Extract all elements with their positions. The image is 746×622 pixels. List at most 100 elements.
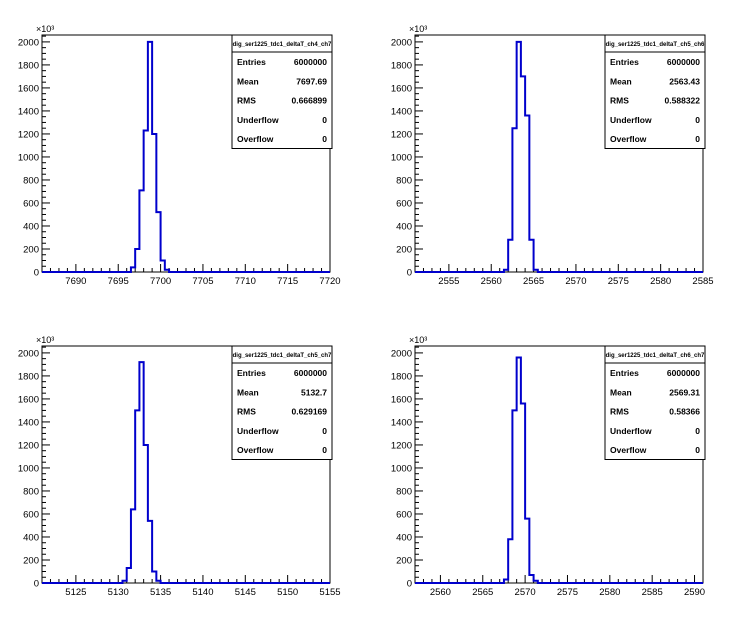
- stats-value: 0: [322, 134, 327, 144]
- y-tick-label: 2000: [391, 348, 412, 359]
- y-tick-label: 0: [34, 268, 39, 279]
- histogram-bin: [131, 509, 135, 583]
- histogram-bin: [148, 42, 152, 272]
- y-tick-label: 1400: [391, 417, 412, 428]
- x-tick-label: 7700: [150, 276, 171, 287]
- histogram-line: [42, 361, 330, 584]
- y-tick-label: 1400: [18, 106, 39, 117]
- stats-key: Entries: [237, 368, 266, 378]
- y-tick-label: 0: [407, 579, 412, 590]
- stats-key: RMS: [237, 96, 256, 106]
- stats-box: dig_ser1225_tdc1_deltaT_ch5_ch6 Entries 60…: [604, 34, 706, 149]
- x-tick-label: 5125: [65, 587, 86, 598]
- stats-box: dig_ser1225_tdc1_deltaT_ch5_ch7 Entries 60…: [231, 345, 333, 460]
- x-tick-label: 7705: [192, 276, 213, 287]
- histogram-bin: [521, 76, 525, 272]
- histogram-bin: [156, 581, 160, 583]
- y-tick-label: 1400: [391, 106, 412, 117]
- histogram-bin: [135, 410, 139, 583]
- stats-value: 0: [322, 426, 327, 436]
- stats-key: RMS: [610, 96, 629, 106]
- y-tick-label: 1600: [18, 83, 39, 94]
- stats-key: Overflow: [237, 445, 274, 455]
- stats-value: 6000000: [294, 368, 327, 378]
- stats-value: 0.588322: [665, 96, 701, 106]
- histogram-bin: [152, 571, 156, 583]
- x-tick-label: 2580: [650, 276, 671, 287]
- histogram-bin: [139, 362, 143, 583]
- x-tick-label: 7695: [108, 276, 129, 287]
- y-tick-label: 400: [23, 532, 39, 543]
- stats-key: Mean: [610, 387, 632, 397]
- stats-key: Entries: [610, 368, 639, 378]
- x-tick-label: 7720: [319, 276, 340, 287]
- y-exponent-label: ×10³: [36, 335, 54, 345]
- histogram-bin: [504, 270, 508, 272]
- stats-key: Entries: [237, 57, 266, 67]
- stats-key: Underflow: [610, 115, 652, 125]
- x-tick-label: 2565: [523, 276, 544, 287]
- y-tick-label: 1600: [18, 394, 39, 405]
- x-tick-label: 7690: [65, 276, 86, 287]
- y-tick-label: 1400: [18, 417, 39, 428]
- histogram-bin: [135, 249, 139, 272]
- y-tick-label: 800: [396, 175, 412, 186]
- histogram-bin: [512, 410, 516, 583]
- histogram-bin: [139, 190, 143, 272]
- histogram-bin: [144, 130, 148, 272]
- stats-key: Mean: [237, 387, 259, 397]
- histogram-bin: [529, 575, 533, 583]
- y-tick-label: 1200: [18, 440, 39, 451]
- histogram-bin: [161, 260, 165, 272]
- y-tick-label: 800: [23, 175, 39, 186]
- x-tick-label: 2580: [599, 587, 620, 598]
- stats-title: dig_ser1225_tdc1_deltaT_ch6_ch7: [606, 353, 705, 359]
- histogram-bin: [508, 240, 512, 272]
- y-tick-label: 2000: [18, 348, 39, 359]
- y-tick-label: 800: [23, 486, 39, 497]
- stats-key: Mean: [237, 76, 259, 86]
- histogram-bin: [131, 267, 135, 272]
- x-tick-label: 2565: [472, 587, 493, 598]
- y-tick-label: 1200: [18, 129, 39, 140]
- y-tick-label: 1200: [391, 129, 412, 140]
- y-tick-label: 600: [23, 198, 39, 209]
- y-tick-label: 800: [396, 486, 412, 497]
- histogram-bin: [525, 116, 529, 272]
- histogram-bin: [148, 521, 152, 583]
- x-tick-label: 2570: [515, 587, 536, 598]
- stats-box: dig_ser1225_tdc1_deltaT_ch4_ch7 Entries 60…: [231, 34, 333, 149]
- stats-value: 0: [695, 426, 700, 436]
- histogram-panel-3: 0 200 400 600 800 1000 1200 1400 1600 1800 2000 ×10…: [18, 335, 341, 598]
- y-tick-label: 0: [407, 268, 412, 279]
- histogram-panel-2: 0 200 400 600 800 1000 1200 1400 1600 1800 2000 ×10…: [391, 24, 714, 287]
- stats-key: Underflow: [237, 426, 279, 436]
- stats-value: 0.629169: [292, 407, 328, 417]
- stats-title: dig_ser1225_tdc1_deltaT_ch5_ch6: [606, 42, 705, 48]
- y-tick-label: 1800: [18, 60, 39, 71]
- x-tick-label: 2560: [430, 587, 451, 598]
- stats-value: 0: [695, 445, 700, 455]
- histogram-bin: [504, 580, 508, 583]
- stats-key: Underflow: [610, 426, 652, 436]
- y-tick-label: 1000: [391, 463, 412, 474]
- x-tick-label: 5135: [150, 587, 171, 598]
- y-tick-label: 2000: [391, 37, 412, 48]
- histogram-bin: [152, 134, 156, 272]
- histogram-panel-1: 0 200 400 600 800 1000 1200 1400 1600 1800 2000 ×10…: [18, 24, 341, 287]
- stats-value: 2563.43: [669, 76, 700, 86]
- stats-value: 0: [695, 134, 700, 144]
- y-exponent-label: ×10³: [409, 24, 427, 34]
- stats-value: 0: [322, 445, 327, 455]
- y-tick-label: 200: [396, 555, 412, 566]
- y-tick-label: 2000: [18, 37, 39, 48]
- stats-value: 0.666899: [292, 96, 328, 106]
- histogram-bin: [517, 358, 521, 583]
- stats-value: 0: [695, 115, 700, 125]
- stats-value: 5132.7: [301, 387, 327, 397]
- x-tick-label: 2570: [565, 276, 586, 287]
- histogram-bin: [512, 128, 516, 272]
- stats-value: 2569.31: [669, 387, 700, 397]
- histogram-line: [415, 356, 703, 584]
